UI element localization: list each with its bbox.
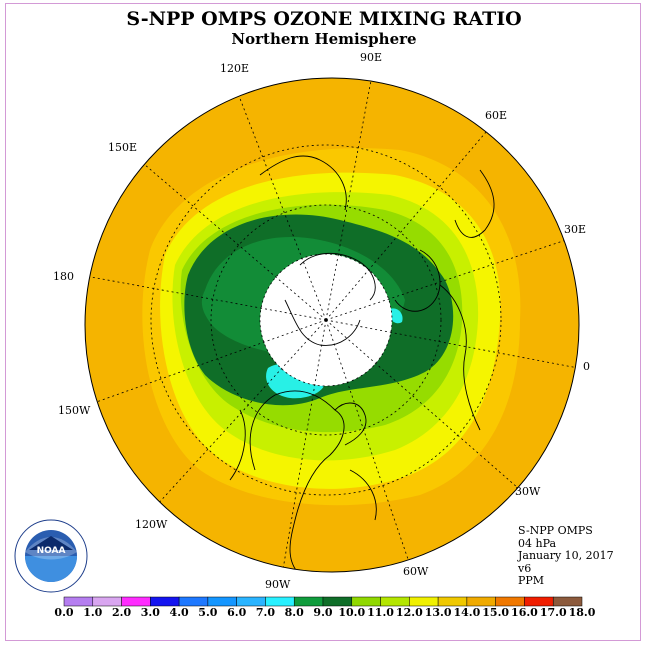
colorbar-tick-label: 2.0 — [111, 606, 132, 619]
lon-label-120w: 120W — [135, 518, 168, 531]
colorbar-swatch — [207, 596, 237, 607]
colorbar-swatch — [380, 596, 410, 607]
lon-label-90e: 90E — [360, 51, 382, 64]
colorbar-tick-label: 15.0 — [482, 606, 510, 619]
colorbar-swatch — [437, 596, 468, 607]
colorbar-swatch — [495, 596, 525, 607]
lon-label-30w: 30W — [515, 485, 541, 498]
colorbar-swatch — [466, 596, 496, 607]
info-units: PPM — [518, 574, 545, 587]
coastlines — [229, 155, 495, 572]
colorbar-swatch — [351, 596, 381, 607]
colorbar-tick-label: 13.0 — [424, 606, 452, 619]
lon-label-0: 0 — [583, 360, 590, 373]
colorbar-tick-label: 18.0 — [568, 606, 596, 619]
colorbar-swatch — [524, 596, 554, 607]
map-subtitle: Northern Hemisphere — [231, 30, 417, 48]
colorbar-tick-label: 0.0 — [54, 606, 74, 619]
colorbar-swatch — [293, 596, 324, 607]
colorbar-tick-label: 6.0 — [227, 606, 247, 619]
meridians — [85, 78, 579, 572]
colorbar-tick-label: 10.0 — [338, 606, 366, 619]
colorbar-tick-label: 17.0 — [539, 606, 567, 619]
colorbar-swatch — [552, 596, 583, 607]
lon-label-60w: 60W — [403, 565, 429, 578]
colorbar-tick-label: 12.0 — [395, 606, 423, 619]
colorbar-swatch — [178, 596, 209, 607]
map-title: S-NPP OMPS OZONE MIXING RATIO — [126, 8, 522, 30]
colorbar-tick-label: 7.0 — [255, 606, 276, 619]
colorbar-swatch — [92, 596, 122, 607]
colorbar-swatch — [265, 596, 295, 607]
colorbar-swatch — [150, 596, 180, 607]
colorbar-tick-label: 3.0 — [140, 606, 160, 619]
colorbar-tick-label: 14.0 — [453, 606, 481, 619]
noaa-logo: NOAA — [14, 519, 88, 593]
colorbar-swatch — [121, 596, 151, 607]
latitude-circles — [150, 144, 502, 496]
info-instrument: S-NPP OMPS — [518, 524, 593, 537]
lon-label-150w: 150W — [58, 404, 91, 417]
colorbar — [63, 596, 583, 607]
svg-text:NOAA: NOAA — [37, 546, 66, 556]
colorbar-tick-label: 9.0 — [313, 606, 333, 619]
lon-label-120e: 120E — [220, 62, 249, 75]
colorbar-tick-label: 16.0 — [511, 606, 538, 619]
lon-label-30e: 30E — [564, 223, 586, 236]
colorbar-tick-label: 4.0 — [169, 606, 189, 619]
colorbar-swatch — [409, 596, 439, 607]
colorbar-tick-label: 1.0 — [83, 606, 103, 619]
colorbar-tick-label: 8.0 — [284, 606, 304, 619]
info-block: S-NPP OMPS 04 hPa January 10, 2017 v6 PP… — [518, 524, 614, 588]
lon-label-150e: 150E — [108, 141, 137, 154]
colorbar-swatch — [63, 596, 94, 607]
colorbar-tick-labels: 0.0 1.0 2.0 3.0 4.0 5.0 6.0 7.0 8.0 9.0 10.0 11.0 12… — [0, 606, 648, 620]
info-date: January 10, 2017 — [518, 549, 614, 562]
info-level: 04 hPa — [518, 536, 557, 550]
colorbar-tick-label: 5.0 — [198, 606, 218, 619]
colorbar-tick-label: 11.0 — [367, 606, 394, 619]
colorbar-swatch — [236, 596, 266, 607]
info-version: v6 — [518, 561, 532, 575]
colorbar-swatch — [322, 596, 353, 607]
lon-label-60e: 60E — [485, 109, 507, 122]
lon-label-180: 180 — [53, 270, 74, 283]
map-boundary — [84, 77, 580, 573]
lon-label-90w: 90W — [265, 578, 291, 591]
figure-frame — [5, 3, 641, 641]
